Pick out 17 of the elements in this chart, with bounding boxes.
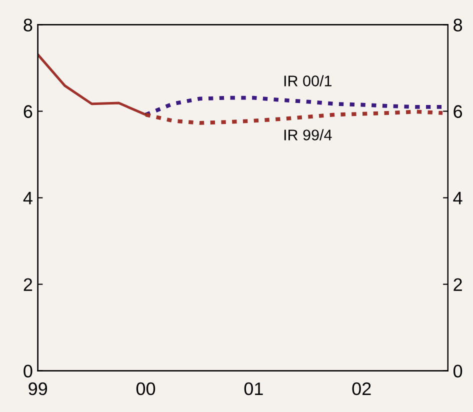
series-label: IR 00/1 [284,75,332,86]
x-tick-label: 00 [136,382,156,396]
y-tick-label: 0 [24,364,32,378]
x-tick-label: 99 [28,382,48,396]
x-tick-label: 01 [244,382,263,396]
series-label: IR 99/4 [284,129,332,140]
line-series [144,96,444,117]
y2-tick-label: 0 [453,364,462,378]
y-tick-label: 8 [24,18,32,32]
y2-tick-label: 4 [453,192,462,204]
y2-tick-label: 6 [454,105,462,118]
y-tick-label: 2 [24,278,32,291]
y-tick-label: 6 [24,105,32,118]
x-tick-label: 02 [352,382,371,396]
y2-tick-label: 2 [454,278,462,291]
y2-tick-label: 8 [454,18,462,32]
y-tick-label: 4 [23,192,32,204]
